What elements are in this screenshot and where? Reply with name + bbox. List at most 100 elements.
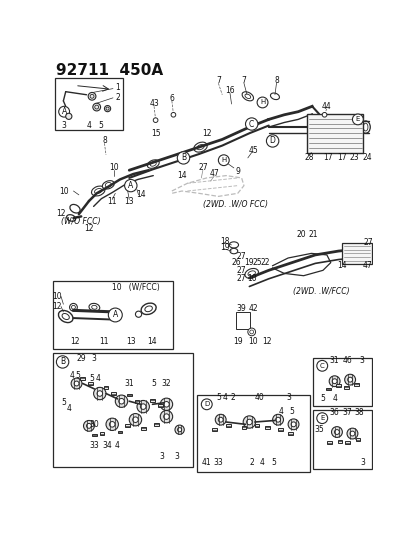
Bar xyxy=(225,424,230,427)
Text: 21: 21 xyxy=(307,230,317,239)
Text: 24: 24 xyxy=(361,154,371,163)
Text: 30: 30 xyxy=(89,420,99,429)
Bar xyxy=(254,424,259,427)
Text: 11: 11 xyxy=(107,197,116,206)
Circle shape xyxy=(71,378,82,389)
Circle shape xyxy=(344,374,355,385)
Bar xyxy=(117,431,122,433)
Ellipse shape xyxy=(242,92,253,101)
Bar xyxy=(111,392,116,395)
Text: 4: 4 xyxy=(69,372,74,381)
Bar xyxy=(100,432,104,435)
Text: 33: 33 xyxy=(213,458,223,467)
Circle shape xyxy=(66,113,72,119)
Bar xyxy=(55,78,123,130)
Circle shape xyxy=(201,399,212,410)
Text: 3: 3 xyxy=(358,356,363,365)
Text: (W/O FCC): (W/O FCC) xyxy=(61,217,100,227)
Text: B: B xyxy=(180,154,185,163)
Text: 27: 27 xyxy=(236,266,246,275)
Text: 2: 2 xyxy=(115,93,120,102)
Text: 14: 14 xyxy=(337,261,347,270)
Text: 14: 14 xyxy=(147,337,157,346)
Text: 14: 14 xyxy=(136,190,145,199)
Text: 4: 4 xyxy=(66,405,71,414)
Text: 10: 10 xyxy=(59,187,69,196)
Text: 12: 12 xyxy=(84,224,93,233)
Ellipse shape xyxy=(360,121,369,133)
Circle shape xyxy=(287,419,298,430)
Text: 45: 45 xyxy=(248,146,257,155)
Text: 38: 38 xyxy=(354,408,363,417)
Circle shape xyxy=(171,112,176,117)
Text: 5: 5 xyxy=(289,408,294,416)
Text: 3: 3 xyxy=(62,121,66,130)
Text: 4: 4 xyxy=(95,374,100,383)
Text: 17: 17 xyxy=(336,154,346,163)
Ellipse shape xyxy=(91,186,105,196)
Text: 27: 27 xyxy=(197,164,207,172)
Text: 8: 8 xyxy=(273,76,278,85)
Circle shape xyxy=(129,414,141,426)
Circle shape xyxy=(83,421,94,431)
Text: 12: 12 xyxy=(56,209,66,218)
Text: 10: 10 xyxy=(246,273,256,282)
Circle shape xyxy=(331,379,336,384)
Circle shape xyxy=(218,155,229,166)
Text: A: A xyxy=(62,107,66,116)
Circle shape xyxy=(160,410,172,423)
Circle shape xyxy=(328,376,339,386)
Circle shape xyxy=(119,399,124,404)
Text: C: C xyxy=(319,363,324,369)
Text: 12: 12 xyxy=(202,129,211,138)
Circle shape xyxy=(246,419,252,425)
Circle shape xyxy=(272,414,283,425)
Circle shape xyxy=(177,152,189,164)
Ellipse shape xyxy=(58,310,73,322)
Text: 12: 12 xyxy=(262,337,271,346)
Ellipse shape xyxy=(270,93,279,100)
Text: 1: 1 xyxy=(115,83,120,92)
Circle shape xyxy=(177,427,181,432)
Bar xyxy=(353,383,358,386)
Text: 12: 12 xyxy=(52,302,62,311)
Text: 12: 12 xyxy=(70,337,80,346)
Text: 44: 44 xyxy=(321,102,331,111)
Text: (2WD. .W/FCC): (2WD. .W/FCC) xyxy=(292,287,349,296)
Circle shape xyxy=(347,377,352,382)
Circle shape xyxy=(140,404,146,409)
Circle shape xyxy=(316,413,327,424)
Bar xyxy=(154,423,158,426)
Circle shape xyxy=(245,118,257,130)
Text: E: E xyxy=(319,415,324,421)
Circle shape xyxy=(349,431,354,436)
Bar xyxy=(344,441,349,444)
Bar xyxy=(53,353,192,467)
Circle shape xyxy=(153,118,157,123)
Circle shape xyxy=(256,97,267,108)
Circle shape xyxy=(316,360,327,371)
Bar xyxy=(278,429,282,431)
Text: 5: 5 xyxy=(61,398,66,407)
Text: 37: 37 xyxy=(341,408,351,417)
Text: A: A xyxy=(112,311,118,319)
Circle shape xyxy=(97,391,102,397)
Bar xyxy=(127,394,131,397)
Text: 20: 20 xyxy=(296,230,305,239)
Ellipse shape xyxy=(102,181,114,189)
Circle shape xyxy=(163,401,169,407)
Ellipse shape xyxy=(366,247,374,260)
Text: 5: 5 xyxy=(98,121,103,130)
Circle shape xyxy=(106,418,118,431)
Bar xyxy=(140,427,145,430)
Bar xyxy=(53,281,173,349)
Text: D: D xyxy=(204,401,209,407)
Text: 22: 22 xyxy=(259,258,269,267)
Bar xyxy=(326,441,331,444)
Bar xyxy=(312,410,371,469)
Text: 34: 34 xyxy=(102,441,112,450)
Circle shape xyxy=(93,387,106,400)
Text: 4: 4 xyxy=(331,394,336,403)
Text: 18: 18 xyxy=(220,237,230,246)
Circle shape xyxy=(351,114,363,125)
